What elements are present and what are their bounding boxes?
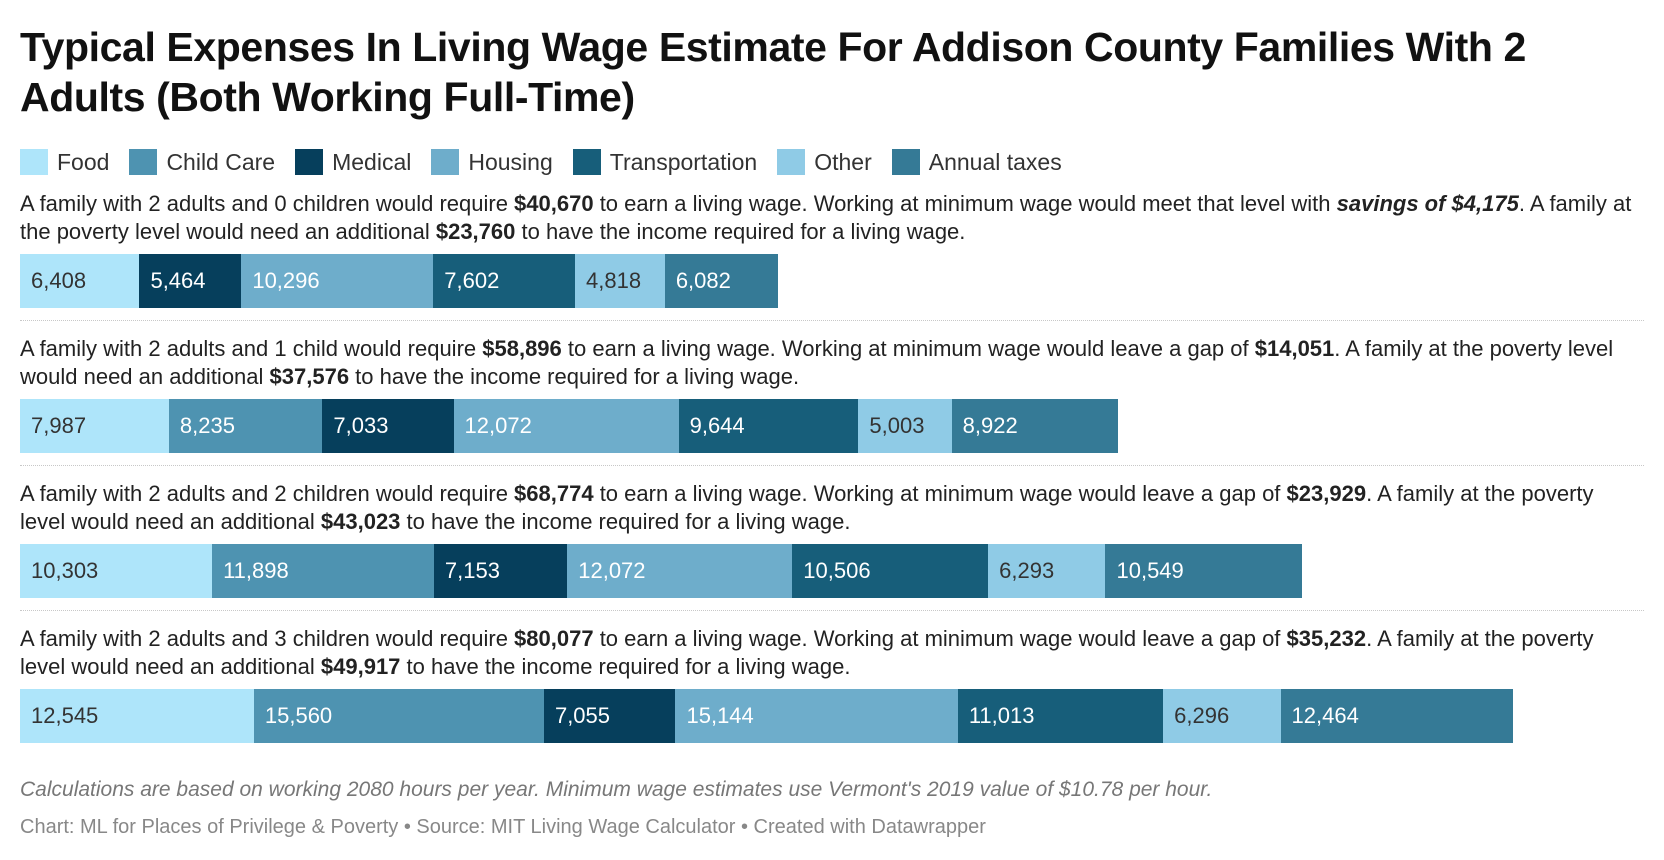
legend-swatch <box>20 149 48 175</box>
bar-segment-other: 6,293 <box>988 544 1106 598</box>
highlight-value: $43,023 <box>320 509 401 534</box>
rows-container: A family with 2 adults and 0 children wo… <box>20 190 1644 743</box>
bar-segment-transportation: 10,506 <box>792 544 989 598</box>
description-text: to earn a living wage. Working at minimu… <box>561 336 1255 361</box>
description-text: to have the income required for a living… <box>400 509 851 534</box>
family-row: A family with 2 adults and 1 child would… <box>20 335 1644 466</box>
description-text: . A family at the poverty level would ne… <box>20 336 1614 389</box>
highlight-value: $23,760 <box>435 219 516 244</box>
legend-item: Transportation <box>572 148 758 176</box>
legend-label: Child Care <box>166 148 276 175</box>
row-separator <box>20 465 1644 466</box>
highlight-value: savings of $4,175 <box>1336 191 1519 216</box>
bar-segment-medical: 7,033 <box>322 399 454 453</box>
footnote: Calculations are based on working 2080 h… <box>20 778 1213 801</box>
bar-segment-food: 12,545 <box>20 689 254 743</box>
legend-label: Housing <box>468 148 553 175</box>
bar-segment-annual-taxes: 6,082 <box>664 254 779 308</box>
description-text: . A family at the poverty level would ne… <box>20 626 1594 679</box>
row-description: A family with 2 adults and 1 child would… <box>20 335 1640 391</box>
legend-swatch <box>129 149 158 175</box>
legend-swatch <box>572 149 601 175</box>
bar-segment-food: 10,303 <box>20 544 213 598</box>
bar-segment-medical: 7,055 <box>543 689 676 743</box>
highlight-value: $35,232 <box>1286 626 1367 651</box>
description-text: to earn a living wage. Working at minimu… <box>593 481 1287 506</box>
legend-swatch <box>777 149 806 175</box>
highlight-value: $80,077 <box>514 626 594 651</box>
row-description: A family with 2 adults and 0 children wo… <box>20 190 1640 246</box>
highlight-value: $14,051 <box>1254 336 1335 361</box>
bar-segment-housing: 12,072 <box>567 544 793 598</box>
highlight-value: $58,896 <box>482 336 562 361</box>
description-text: . A family at the poverty level would ne… <box>20 481 1594 534</box>
legend: Food Child Care Medical Housing Transportati… <box>20 148 1644 176</box>
description-text: to earn a living wage. Working at minimu… <box>593 191 1337 216</box>
bar-segment-medical: 5,464 <box>139 254 242 308</box>
credit-line: Chart: ML for Places of Privilege & Pove… <box>20 816 986 838</box>
bar-segment-housing: 10,296 <box>241 254 434 308</box>
legend-label: Medical <box>332 148 412 175</box>
bar-segment-food: 7,987 <box>20 399 169 453</box>
bar-segment-other: 5,003 <box>858 399 952 453</box>
stacked-bar: 7,987 8,235 7,033 12,072 9,644 5,003 8,922 <box>20 399 1644 453</box>
legend-item: Other <box>777 149 872 176</box>
row-description: A family with 2 adults and 3 children wo… <box>20 625 1640 681</box>
bar-segment-medical: 7,153 <box>433 544 568 598</box>
legend-item: Food <box>20 149 109 176</box>
description-text: to have the income required for a living… <box>400 654 851 679</box>
highlight-value: $68,774 <box>514 481 594 506</box>
family-row: A family with 2 adults and 3 children wo… <box>20 625 1644 743</box>
row-description: A family with 2 adults and 2 children wo… <box>20 480 1640 536</box>
legend-swatch <box>891 149 920 175</box>
row-separator <box>20 320 1644 321</box>
bar-segment-other: 6,296 <box>1163 689 1281 743</box>
description-text: to earn a living wage. Working at minimu… <box>593 626 1287 651</box>
bar-segment-transportation: 7,602 <box>433 254 575 308</box>
legend-item: Child Care <box>129 149 275 176</box>
family-row: A family with 2 adults and 0 children wo… <box>20 190 1644 321</box>
bar-segment-transportation: 11,013 <box>957 689 1164 743</box>
bar-segment-child-care: 8,235 <box>168 399 323 453</box>
legend-label: Transportation <box>609 148 758 175</box>
legend-label: Annual taxes <box>928 148 1062 175</box>
description-text: A family with 2 adults and 3 children wo… <box>20 626 515 651</box>
legend-item: Medical <box>295 149 411 176</box>
description-text: to have the income required for a living… <box>515 219 966 244</box>
bar-segment-other: 4,818 <box>575 254 665 308</box>
highlight-value: $40,670 <box>514 191 594 216</box>
legend-swatch <box>431 149 460 175</box>
bar-segment-food: 6,408 <box>20 254 140 308</box>
bar-segment-child-care: 11,898 <box>212 544 434 598</box>
bar-segment-housing: 12,072 <box>453 399 679 453</box>
description-text: to have the income required for a living… <box>349 364 800 389</box>
stacked-bar: 10,303 11,898 7,153 12,072 10,506 6,293 10,549 <box>20 544 1644 598</box>
legend-label: Other <box>814 148 872 175</box>
description-text: A family with 2 adults and 1 child would… <box>20 336 483 361</box>
highlight-value: $37,576 <box>269 364 350 389</box>
family-row: A family with 2 adults and 2 children wo… <box>20 480 1644 611</box>
bar-segment-child-care: 15,560 <box>253 689 544 743</box>
stacked-bar: 6,408 5,464 10,296 7,602 4,818 6,082 <box>20 254 1644 308</box>
stacked-bar: 12,545 15,560 7,055 15,144 11,013 6,296 12,464 <box>20 689 1644 743</box>
chart-title: Typical Expenses In Living Wage Estimate… <box>20 24 1526 120</box>
description-text: . A family at the poverty level would ne… <box>20 191 1632 244</box>
legend-swatch <box>295 149 324 175</box>
row-separator <box>20 610 1644 611</box>
bar-segment-housing: 15,144 <box>675 689 958 743</box>
bar-segment-annual-taxes: 8,922 <box>951 399 1118 453</box>
legend-item: Annual taxes <box>891 148 1062 176</box>
legend-item: Housing <box>431 148 553 176</box>
bar-segment-annual-taxes: 12,464 <box>1280 689 1513 743</box>
description-text: A family with 2 adults and 0 children wo… <box>20 191 515 216</box>
legend-label: Food <box>57 148 110 175</box>
highlight-value: $23,929 <box>1286 481 1367 506</box>
highlight-value: $49,917 <box>320 654 401 679</box>
bar-segment-annual-taxes: 10,549 <box>1105 544 1303 598</box>
bar-segment-transportation: 9,644 <box>678 399 859 453</box>
description-text: A family with 2 adults and 2 children wo… <box>20 481 515 506</box>
